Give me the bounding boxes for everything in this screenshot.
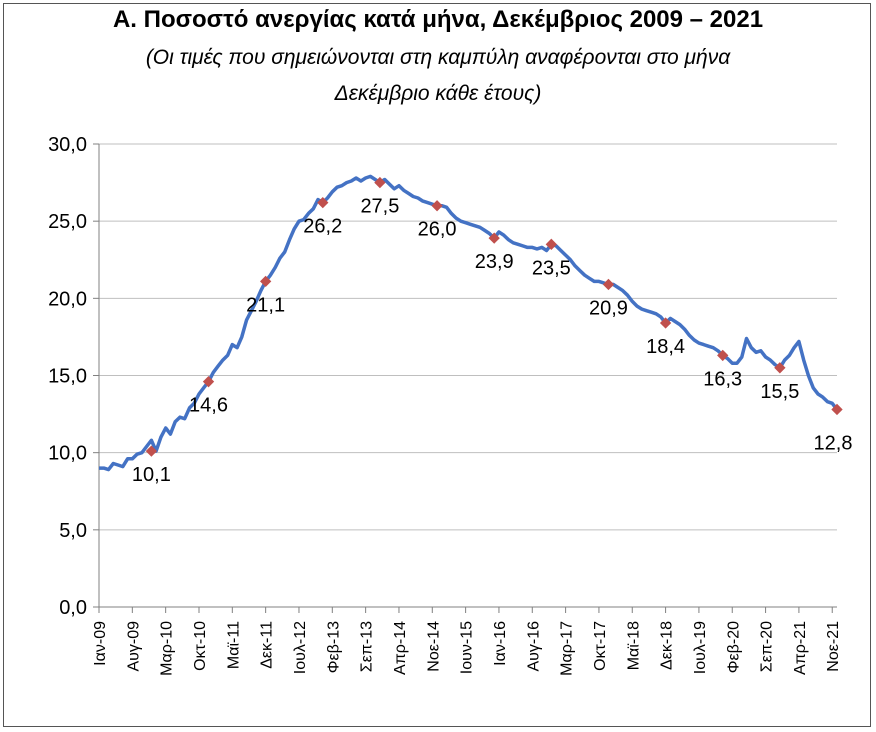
data-marker xyxy=(317,196,329,209)
data-label: 21,1 xyxy=(246,294,285,316)
data-marker xyxy=(659,317,672,329)
x-tick-label: Ιαν-09 xyxy=(92,621,109,666)
x-tick-label: Δεκ-11 xyxy=(259,621,276,669)
data-label: 10,1 xyxy=(132,464,171,486)
data-marker xyxy=(202,376,215,388)
chart-subtitle-line2: Δεκέμβριο κάθε έτους) xyxy=(334,82,542,105)
data-marker xyxy=(831,403,843,416)
y-tick-label: 20,0 xyxy=(48,288,87,310)
chart-frame xyxy=(3,3,871,727)
x-tick-label: Μαϊ-11 xyxy=(225,621,242,669)
x-tick-label: Οκτ-10 xyxy=(192,621,209,671)
chart-subtitle-line1: (Οι τιμές που σημειώνονται στη καμπύλη α… xyxy=(145,46,731,69)
december-markers xyxy=(145,176,843,457)
x-tick-label: Φεβ-13 xyxy=(325,621,342,673)
data-label: 23,5 xyxy=(532,257,571,279)
data-label: 26,2 xyxy=(303,216,342,238)
x-tick-label: Ιουλ-19 xyxy=(692,621,709,674)
x-tick-label: Αυγ-09 xyxy=(125,621,142,672)
x-tick-label: Οκτ-17 xyxy=(592,621,609,671)
data-marker xyxy=(259,275,272,288)
data-label: 20,9 xyxy=(589,297,628,319)
gridlines xyxy=(99,143,837,531)
series-line xyxy=(99,174,839,472)
data-label: 15,5 xyxy=(760,381,799,403)
x-tick-label: Φεβ-20 xyxy=(725,621,742,673)
x-tick-label: Ιουν-15 xyxy=(459,621,476,674)
chart-title: Α. Ποσοστό ανεργίας κατά μήνα, Δεκέμβριο… xyxy=(112,6,764,33)
data-marker xyxy=(774,362,786,374)
x-tick-label: Νοε-14 xyxy=(425,621,442,672)
series-layer xyxy=(99,174,839,472)
x-tick-label: Αυγ-16 xyxy=(525,621,542,672)
x-tick-label: Μαϊ-18 xyxy=(625,621,642,670)
x-axis: Ιαν-09 Αυγ-09 Μαρ-10 Οκτ-10 Μαϊ-11 Δεκ-11 Ιουλ… xyxy=(92,606,842,676)
data-label: 12,8 xyxy=(814,432,853,454)
x-tick-label: Απρ-21 xyxy=(792,621,809,675)
x-tick-label: Ιουλ-12 xyxy=(292,621,309,674)
data-marker xyxy=(717,349,729,362)
x-tick-label: Μαρ-17 xyxy=(559,621,576,676)
y-tick-label: 0,0 xyxy=(59,597,87,619)
data-marker xyxy=(545,238,557,250)
y-tick-label: 25,0 xyxy=(48,211,87,233)
x-tick-label: Μαρ-10 xyxy=(159,621,176,676)
y-tick-label: 5,0 xyxy=(59,520,87,542)
data-label: 26,0 xyxy=(418,219,457,241)
data-label: 16,3 xyxy=(703,368,742,390)
x-tick-label: Απρ-14 xyxy=(392,621,409,675)
y-tick-label: 10,0 xyxy=(48,443,87,465)
x-tick-label: Δεκ-18 xyxy=(659,621,676,670)
data-marker xyxy=(145,445,158,457)
y-tick-label: 30,0 xyxy=(48,134,87,156)
data-marker xyxy=(431,200,443,212)
data-label: 14,6 xyxy=(189,395,228,417)
y-tick-label: 15,0 xyxy=(48,366,87,388)
data-label: 27,5 xyxy=(360,196,399,218)
data-labels: 10,1 14,6 21,1 26,2 27,5 26,0 23,9 23,5 20,9 18,4… xyxy=(132,196,853,487)
data-label: 23,9 xyxy=(475,251,514,273)
data-marker xyxy=(374,176,386,189)
x-tick-label: Ιαν-16 xyxy=(492,621,509,666)
x-tick-label: Σεπ-13 xyxy=(359,621,376,672)
data-marker xyxy=(602,278,615,291)
x-tick-label: Σεπ-20 xyxy=(759,621,776,672)
y-axis: 0,0 5,0 10,0 15,0 20,0 25,0 30,0 xyxy=(48,134,100,619)
x-tick-label: Νοε-21 xyxy=(825,621,842,672)
data-marker xyxy=(488,232,500,244)
data-label: 18,4 xyxy=(646,336,685,358)
